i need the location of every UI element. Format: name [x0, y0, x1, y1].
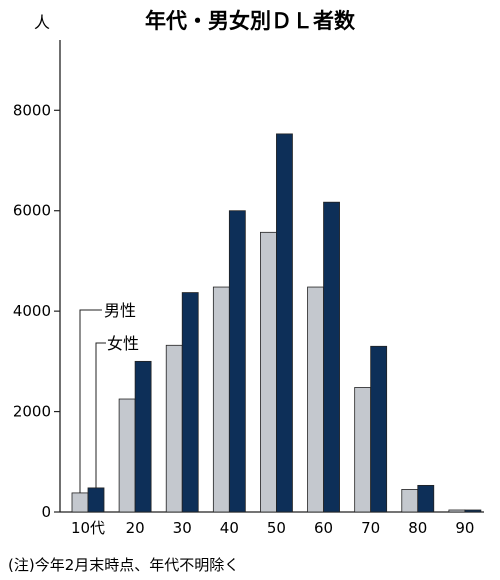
x-tick-label: 60: [314, 519, 333, 537]
bar-male-6: [370, 345, 388, 513]
bar-male-1: [134, 360, 152, 513]
bar-male-0: [87, 487, 105, 513]
bar-female-8: [448, 509, 466, 513]
chart-title: 年代・男女別ＤＬ者数: [145, 9, 356, 33]
x-tick-label: 40: [220, 519, 239, 537]
y-tick-label: 6000: [13, 202, 51, 220]
x-tick-label: 10代: [71, 519, 105, 537]
bar-female-6: [354, 387, 372, 513]
legend-male-label: 男性: [104, 301, 136, 320]
x-tick-label: 70: [361, 519, 380, 537]
bar-female-0: [71, 492, 89, 513]
bar-male-3: [228, 210, 246, 513]
bar-male-5: [323, 201, 340, 513]
y-tick-label: 0: [41, 503, 51, 521]
y-tick-label: 4000: [13, 302, 51, 320]
x-tick-label: 50: [267, 519, 286, 537]
bar-female-3: [212, 286, 230, 513]
x-tick-label: 30: [173, 519, 192, 537]
x-tick-label: 20: [126, 519, 145, 537]
bar-male-8: [464, 509, 482, 513]
legend-female-label: 女性: [107, 334, 139, 353]
footnote: (注)今年2月末時点、年代不明除く: [8, 556, 239, 574]
x-tick-labels: 10代 20 30 40 50 60 70 80 90: [71, 519, 474, 537]
bar-female-2: [165, 344, 183, 513]
y-tick-label: 2000: [13, 403, 51, 421]
bar-female-1: [118, 398, 136, 513]
legend-leader-female: [95, 342, 106, 488]
bar-male-7: [417, 484, 435, 513]
y-tick-label: 8000: [13, 101, 51, 119]
bars: [71, 133, 482, 513]
bar-female-4: [260, 231, 277, 513]
bar-female-7: [401, 489, 419, 513]
bar-male-4: [276, 133, 293, 513]
legend: 男性 女性: [79, 301, 139, 493]
bar-female-5: [307, 286, 324, 513]
x-tick-label: 80: [408, 519, 427, 537]
bar-male-2: [181, 292, 199, 513]
y-unit-label: 人: [34, 13, 50, 32]
x-tick-label: 90: [455, 519, 474, 537]
y-ticks: 0 2000 4000 6000 8000: [13, 101, 60, 521]
legend-leader-male: [79, 309, 102, 493]
